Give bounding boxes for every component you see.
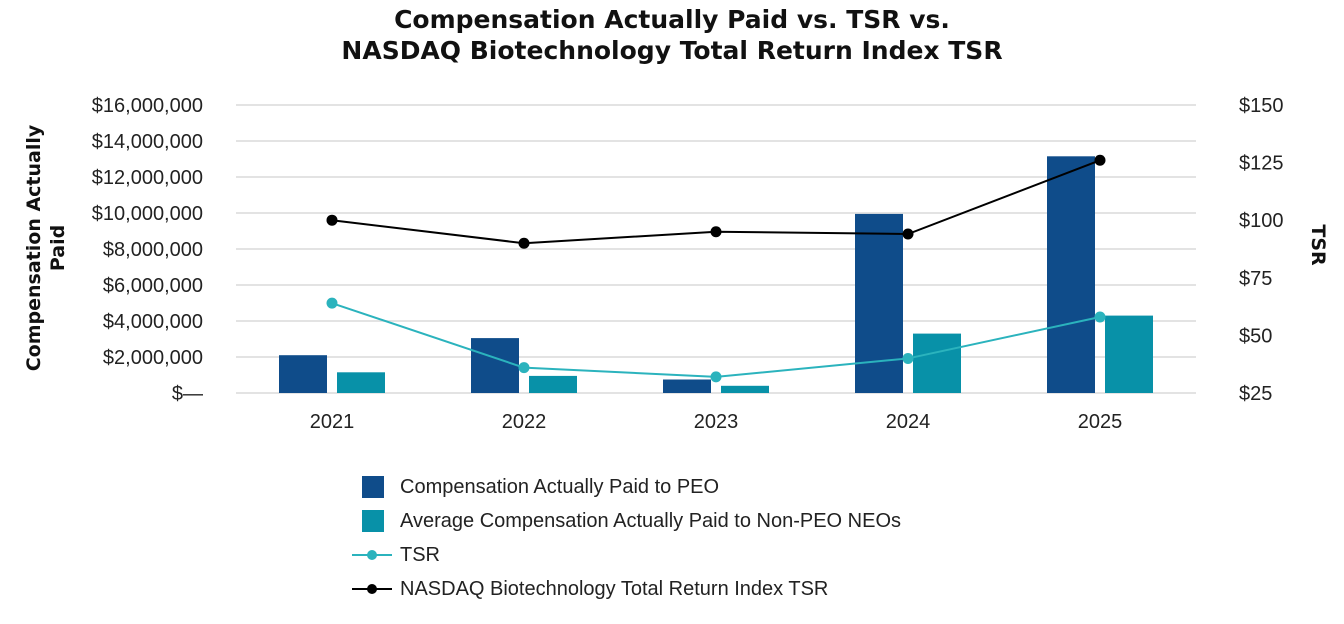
y2-tick-label: $125 (1239, 153, 1284, 175)
legend-marker-nasdaq (352, 584, 392, 594)
lines (326, 154, 1106, 383)
line-point (902, 352, 914, 364)
y-tick-label: $4,000,000 (103, 311, 203, 333)
legend-label-tsr: TSR (400, 543, 440, 566)
line-point (710, 226, 722, 238)
chart-title-line-2: NASDAQ Biotechnology Total Return Index … (341, 36, 1003, 65)
x-tick-label: 2025 (1078, 411, 1123, 433)
legend-item-nasdaq: NASDAQ Biotechnology Total Return Index … (352, 572, 901, 606)
line-point (326, 214, 338, 226)
bar (471, 338, 519, 393)
legend-item-non-peo: Average Compensation Actually Paid to No… (352, 504, 901, 538)
line-point (710, 371, 722, 383)
chart-title-line-1: Compensation Actually Paid vs. TSR vs. (394, 5, 950, 34)
y-axis-label-line-1: Compensation Actually (23, 124, 45, 371)
bar (1047, 156, 1095, 393)
legend-marker-tsr (352, 550, 392, 560)
legend-swatch-non-peo (362, 510, 384, 532)
bar (337, 372, 385, 393)
y2-tick-label: $25 (1239, 383, 1272, 405)
bar (855, 213, 903, 393)
y-tick-label: $— (172, 383, 203, 405)
y-axis-ticks: $— $2,000,000 $4,000,000 $6,000,000 $8,000,0… (92, 95, 203, 405)
y2-axis-ticks: $25 $50 $75 $100 $125 $150 (1239, 95, 1284, 405)
legend-swatch-peo (362, 476, 384, 498)
bar (279, 355, 327, 393)
y-tick-label: $16,000,000 (92, 95, 203, 117)
chart-title: Compensation Actually Paid vs. TSR vs. N… (0, 4, 1344, 66)
legend: Compensation Actually Paid to PEO Averag… (352, 470, 901, 606)
line-point (1094, 311, 1106, 323)
legend-item-tsr: TSR (352, 538, 901, 572)
bar (721, 385, 769, 393)
legend-label-nasdaq: NASDAQ Biotechnology Total Return Index … (400, 577, 829, 600)
y2-tick-label: $50 (1239, 325, 1272, 347)
x-tick-label: 2022 (502, 411, 547, 433)
series-line (331, 302, 1101, 378)
gridlines (236, 104, 1196, 394)
x-tick-label: 2023 (694, 411, 739, 433)
x-tick-label: 2024 (886, 411, 931, 433)
y-tick-label: $6,000,000 (103, 275, 203, 297)
y-tick-label: $10,000,000 (92, 203, 203, 225)
line-point (518, 237, 530, 249)
y-tick-label: $2,000,000 (103, 347, 203, 369)
y-axis-label-line-2: Paid (47, 225, 69, 271)
line-point (518, 362, 530, 374)
y2-tick-label: $150 (1239, 95, 1284, 117)
legend-label-non-peo: Average Compensation Actually Paid to No… (400, 509, 901, 532)
legend-label-peo: Compensation Actually Paid to PEO (400, 475, 720, 498)
bar (913, 333, 961, 393)
bar (663, 379, 711, 393)
y2-tick-label: $75 (1239, 268, 1272, 290)
line-point (902, 228, 914, 240)
line-point (326, 297, 338, 309)
line-point (1094, 154, 1106, 166)
bars (279, 156, 1153, 393)
y-tick-label: $12,000,000 (92, 167, 203, 189)
y2-tick-label: $100 (1239, 210, 1284, 232)
y-tick-label: $14,000,000 (92, 131, 203, 153)
y-tick-label: $8,000,000 (103, 239, 203, 261)
legend-item-peo: Compensation Actually Paid to PEO (352, 470, 901, 504)
x-tick-label: 2021 (310, 411, 355, 433)
y2-axis-label: TSR (1307, 224, 1329, 266)
bar (1105, 315, 1153, 393)
x-axis-ticks: 2021 2022 2023 2024 2025 (310, 411, 1123, 433)
bar (529, 375, 577, 393)
